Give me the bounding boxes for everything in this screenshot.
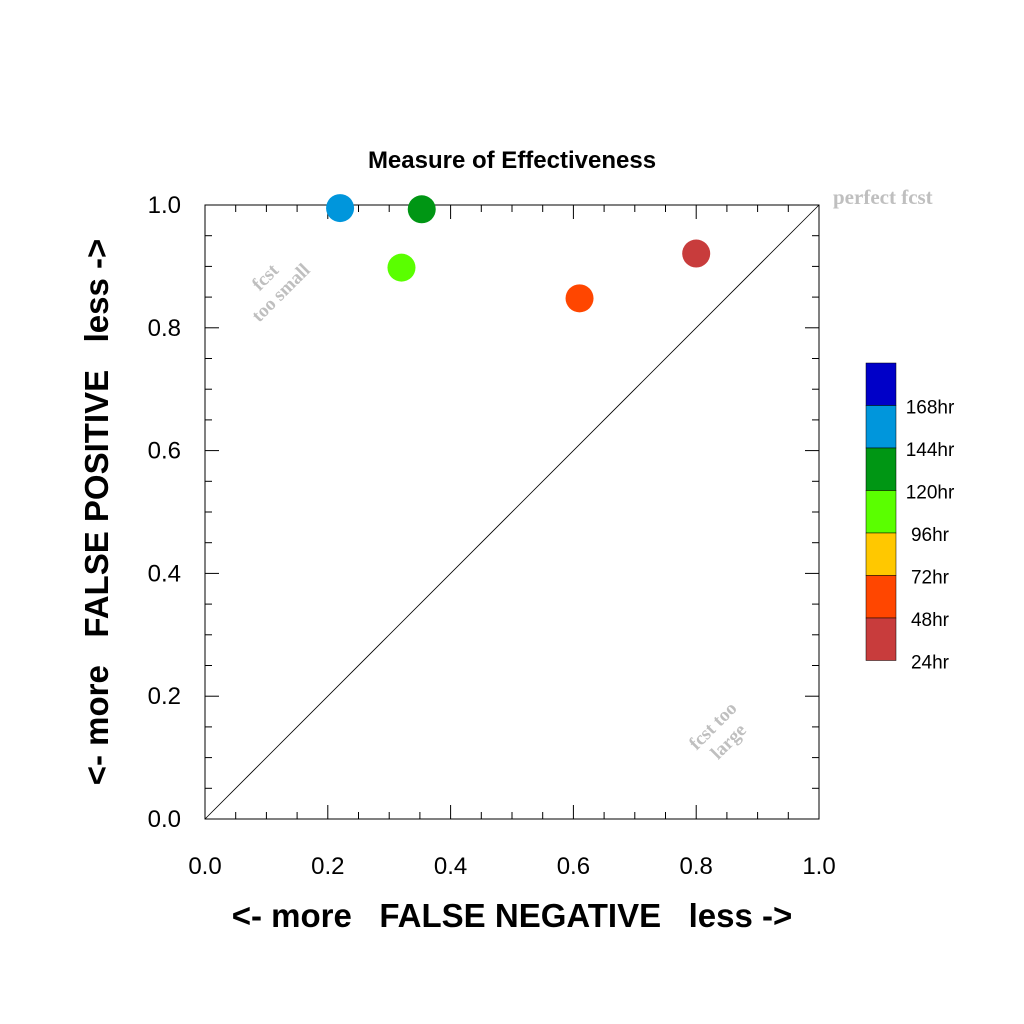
y-tick-label: 0.2 (148, 683, 181, 710)
legend-label-144hr: 144hr (906, 440, 955, 461)
legend-swatch-120hr (865, 447, 897, 491)
legend: 168hr 144hr 120hr 96hr 72hr 48hr 24hr (865, 362, 955, 673)
legend-swatch-168hr (865, 362, 897, 406)
point-48hr (565, 284, 594, 313)
x-tick-label: 0.8 (680, 853, 713, 880)
x-tick-label: 0.2 (311, 853, 344, 880)
annotation-too-small: fcst too small (248, 260, 315, 327)
legend-label-48hr: 48hr (911, 610, 950, 631)
x-tick-label: 0.4 (434, 853, 467, 880)
legend-label-96hr: 96hr (911, 525, 950, 546)
legend-label-24hr: 24hr (911, 652, 950, 673)
y-tick-label: 0.6 (148, 438, 181, 465)
chart-title: Measure of Effectiveness (368, 147, 656, 174)
point-24hr (682, 239, 711, 268)
data-points (326, 194, 711, 313)
legend-label-120hr: 120hr (906, 482, 955, 503)
legend-swatch-144hr (865, 405, 897, 449)
axis-ticks (204, 204, 820, 820)
point-120hr (407, 195, 436, 224)
annotation-too-large: fcst too large (685, 698, 751, 764)
annotation-perfect-fcst: perfect fcst (833, 185, 933, 209)
y-tick-label: 0.0 (148, 806, 181, 833)
legend-swatch-48hr (865, 575, 897, 619)
legend-swatch-24hr (865, 617, 897, 661)
x-axis-label: <- more FALSE NEGATIVE less -> (232, 897, 793, 934)
point-144hr (326, 194, 355, 223)
x-tick-labels: 0.0 0.2 0.4 0.6 0.8 1.0 (188, 853, 835, 880)
y-tick-label: 0.8 (148, 315, 181, 342)
legend-swatch-72hr (865, 532, 897, 576)
legend-label-168hr: 168hr (906, 397, 955, 418)
y-tick-labels: 0.0 0.2 0.4 0.6 0.8 1.0 (148, 192, 181, 833)
point-96hr (387, 253, 416, 282)
perfect-diagonal-line (204, 204, 820, 820)
legend-label-72hr: 72hr (911, 567, 950, 588)
y-tick-label: 0.4 (148, 560, 181, 587)
x-tick-label: 0.6 (557, 853, 590, 880)
x-tick-label: 1.0 (802, 853, 835, 880)
y-axis-label: <- more FALSE POSITIVE less -> (78, 239, 115, 786)
y-tick-label: 1.0 (148, 192, 181, 219)
legend-swatch-96hr (865, 490, 897, 534)
x-tick-label: 0.0 (188, 853, 221, 880)
